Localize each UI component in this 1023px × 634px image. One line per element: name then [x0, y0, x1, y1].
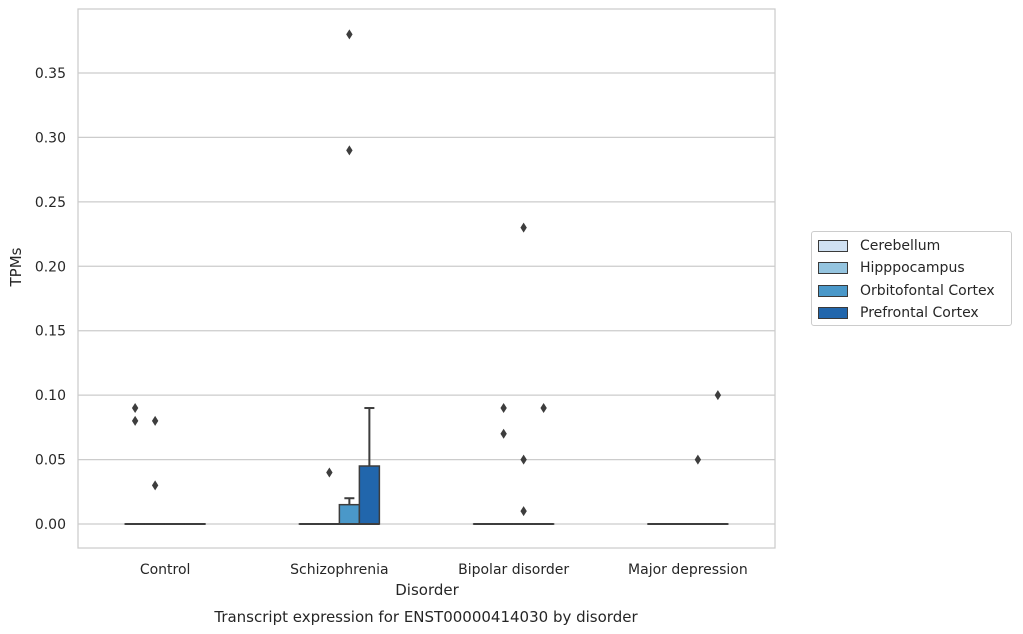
x-tick-label: Control [140, 562, 191, 578]
legend-item-hippocampus: Hipppocampus [818, 259, 965, 277]
box-group [512, 222, 535, 525]
outlier-point [694, 454, 702, 465]
legend-item-prefrontal-cortex: Prefrontal Cortex [818, 304, 979, 322]
outlier-point [151, 415, 159, 426]
outlier-point [131, 415, 139, 426]
outlier-point [131, 403, 139, 414]
y-tick-label: 0.30 [35, 130, 66, 146]
outlier-point [520, 454, 527, 465]
legend-swatch-hippocampus [818, 262, 848, 274]
box-group [124, 403, 146, 525]
legend-swatch-cerebellum [818, 240, 848, 252]
box-group [492, 403, 515, 525]
y-tick-label: 0.05 [35, 453, 66, 469]
outlier-point [346, 29, 353, 40]
legend-swatch-prefrontal-cortex [818, 307, 848, 319]
box-group [687, 454, 709, 525]
legend-label: Prefrontal Cortex [860, 305, 979, 321]
y-tick-label: 0.35 [35, 66, 66, 82]
boxes-layer [124, 29, 729, 525]
legend-label: Orbitofontal Cortex [860, 283, 995, 299]
x-tick-labels: Control Schizophrenia Bipolar disorder Majo… [140, 562, 748, 578]
outlier-point [714, 390, 722, 401]
outlier-point [500, 428, 507, 439]
box [358, 465, 381, 525]
y-axis-title: TPMs [7, 247, 25, 287]
legend: Cerebellum Hipppocampus Orbitofontal Cor… [811, 231, 1012, 326]
y-tick-label: 0.10 [35, 388, 66, 404]
legend-item-cerebellum: Cerebellum [818, 237, 940, 255]
x-axis-title: Disorder [395, 581, 459, 599]
x-tick-label: Bipolar disorder [458, 562, 569, 578]
box-group [144, 415, 166, 525]
box-group [318, 467, 341, 525]
y-tick-label: 0.20 [35, 259, 66, 275]
box [338, 503, 361, 525]
x-tick-label: Major depression [628, 562, 748, 578]
box-group [358, 407, 381, 525]
y-tick-label: 0.25 [35, 195, 66, 211]
y-tick-label: 0.00 [35, 517, 66, 533]
box-group [707, 390, 729, 525]
outlier-point [520, 222, 527, 233]
gridlines [78, 72, 775, 525]
outlier-point [346, 145, 353, 156]
x-tick-label: Schizophrenia [290, 562, 388, 578]
legend-swatch-orbitofrontal-cortex [818, 285, 848, 297]
outlier-point [500, 403, 507, 414]
legend-label: Cerebellum [860, 238, 941, 254]
box-group [338, 29, 361, 525]
outlier-point [151, 480, 159, 491]
legend-item-orbitofrontal-cortex: Orbitofontal Cortex [818, 282, 995, 300]
legend-label: Hipppocampus [860, 260, 965, 276]
y-tick-label: 0.15 [35, 324, 66, 340]
outlier-point [540, 403, 547, 414]
outlier-point [326, 467, 333, 478]
box-group [532, 403, 555, 525]
chart-caption: Transcript expression for ENST0000041403… [213, 608, 638, 626]
y-tick-labels: 0.00 0.05 0.10 0.15 0.20 0.25 0.30 0.35 [35, 66, 66, 533]
plot-frame [77, 8, 776, 549]
outlier-point [520, 506, 527, 517]
